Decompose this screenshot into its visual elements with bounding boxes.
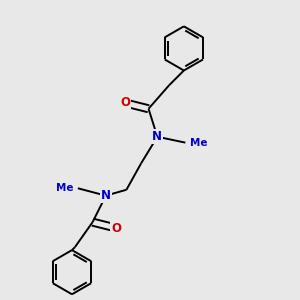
Text: O: O bbox=[120, 96, 130, 110]
Text: O: O bbox=[111, 221, 121, 235]
Text: Me: Me bbox=[56, 183, 74, 193]
Text: Me: Me bbox=[190, 138, 207, 148]
Text: N: N bbox=[152, 130, 162, 143]
Text: N: N bbox=[101, 189, 111, 202]
